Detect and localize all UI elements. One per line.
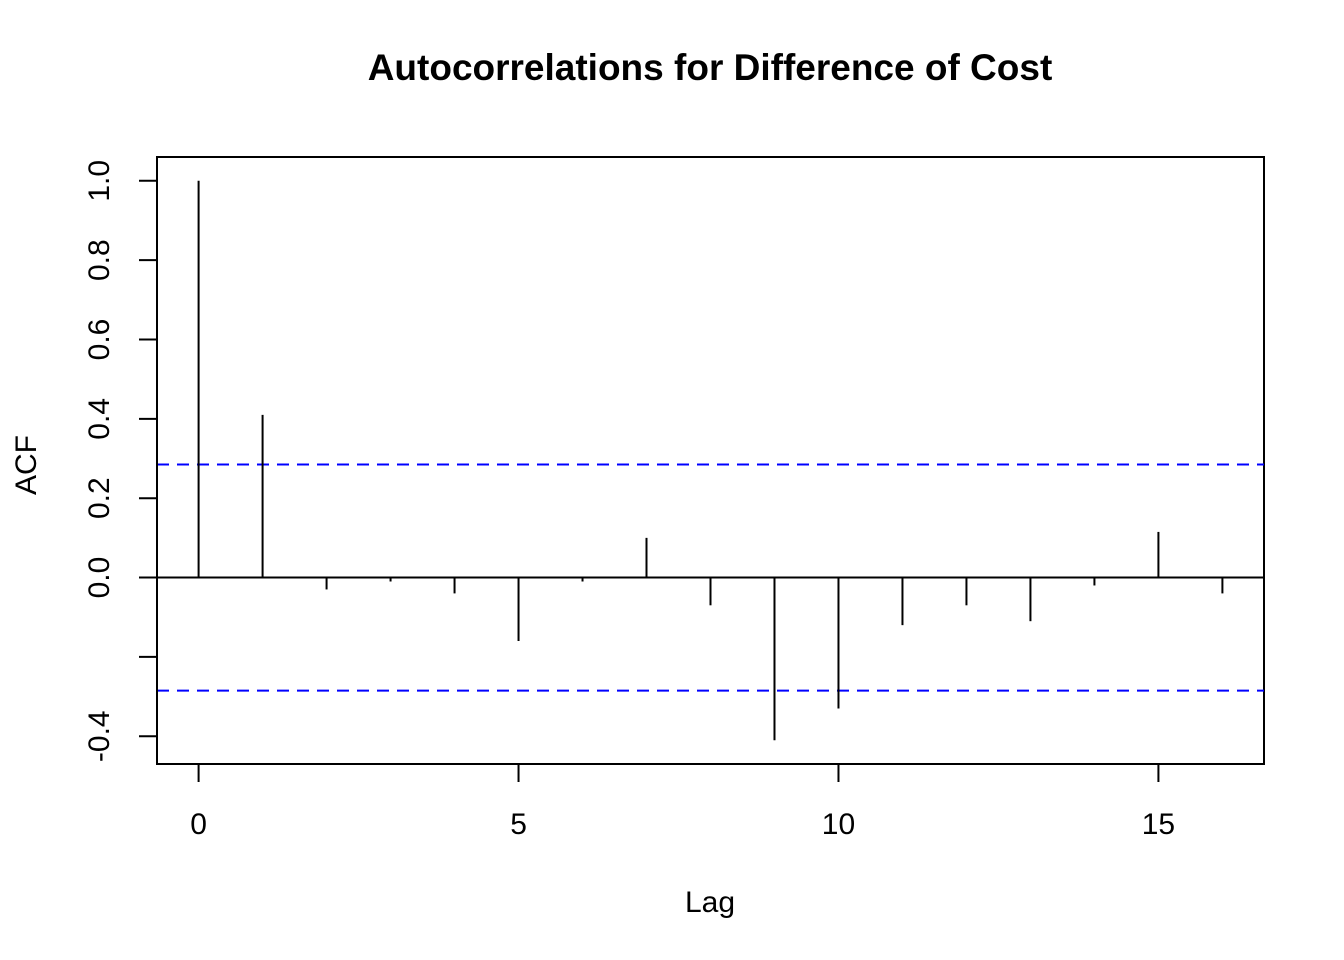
- y-tick-label-0: 1.0: [83, 160, 116, 202]
- x-axis: 0 5 10 15: [190, 763, 1175, 841]
- y-tick-label-1: 0.8: [83, 239, 116, 281]
- y-tick-label-2: 0.6: [83, 319, 116, 361]
- chart-title: Autocorrelations for Difference of Cost: [368, 47, 1053, 88]
- y-tick-label-7: -0.4: [83, 710, 116, 762]
- confidence-bounds: [157, 463, 1264, 692]
- y-axis: 1.0 0.8 0.6 0.4 0.2 0.0 -0.4: [83, 160, 158, 762]
- y-axis-label: ACF: [10, 435, 43, 495]
- x-tick-label-5: 5: [510, 808, 527, 841]
- x-tick-label-0: 0: [190, 808, 207, 841]
- y-tick-label-5: 0.0: [83, 557, 116, 599]
- plot-frame: [156, 156, 1265, 765]
- acf-bars: [197, 180, 1224, 741]
- x-tick-label-15: 15: [1142, 808, 1175, 841]
- y-tick-label-3: 0.4: [83, 398, 116, 440]
- x-tick-label-10: 10: [822, 808, 855, 841]
- y-tick-label-4: 0.2: [83, 477, 116, 519]
- x-axis-label: Lag: [685, 886, 735, 919]
